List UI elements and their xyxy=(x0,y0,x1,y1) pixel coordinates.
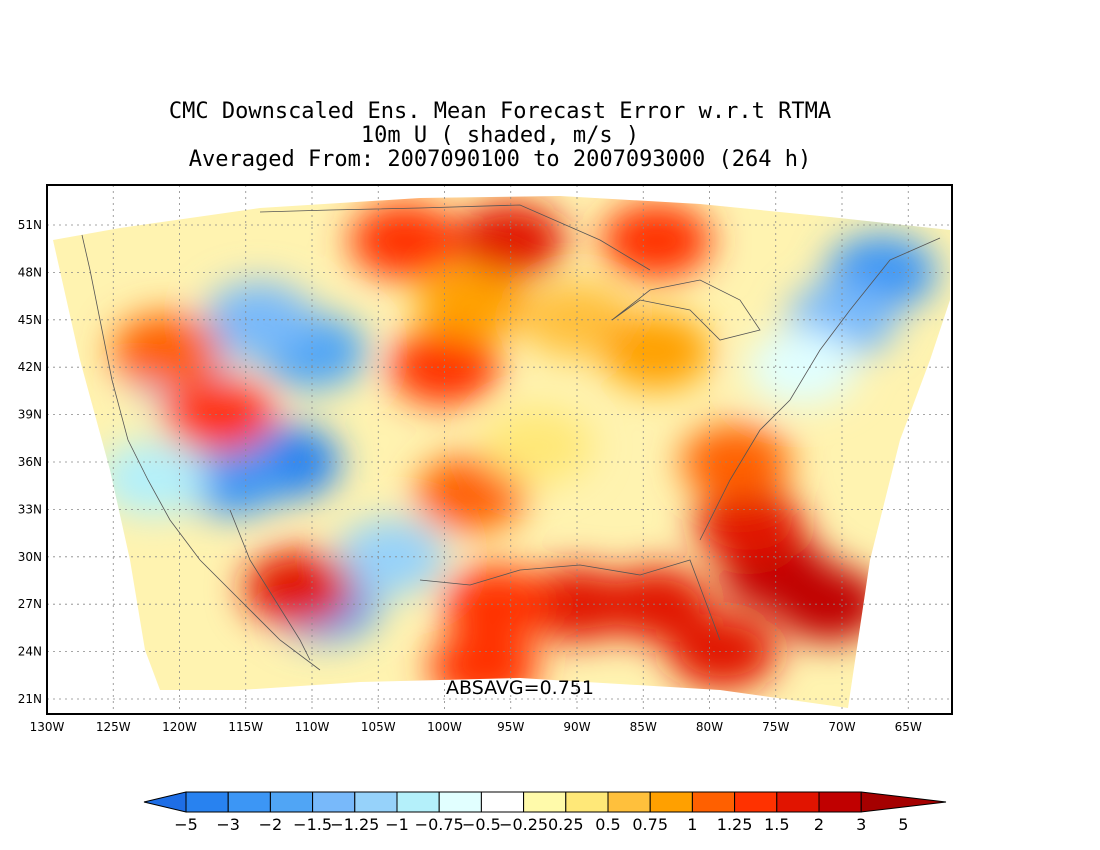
title-block: CMC Downscaled Ens. Mean Forecast Error … xyxy=(0,100,1000,172)
lat-label: 24N xyxy=(18,645,42,659)
colorbar-label: −1.5 xyxy=(293,815,332,834)
lat-label: 30N xyxy=(18,550,42,564)
field-blob-1 xyxy=(177,439,288,516)
field-blob-6 xyxy=(336,518,447,595)
field-blob-27 xyxy=(667,613,778,690)
lat-label: 48N xyxy=(18,265,42,279)
field-blob-15 xyxy=(416,266,526,342)
field-blob-7 xyxy=(98,439,208,516)
field-blob-31 xyxy=(111,313,222,390)
colorbar-label: 5 xyxy=(898,815,908,834)
field-blobs xyxy=(98,202,937,706)
colorbar-swatch-16 xyxy=(818,791,862,813)
field-blob-16 xyxy=(522,281,632,358)
colorbar-swatch-2 xyxy=(227,791,271,813)
colorbar-label: −0.75 xyxy=(415,815,464,834)
baja-coastline xyxy=(229,509,311,661)
field-blob-26 xyxy=(694,487,805,564)
colorbar-swatch-15 xyxy=(776,791,820,813)
lon-label: 105W xyxy=(361,720,396,734)
colorbar-arrow-left xyxy=(143,791,187,813)
colorbar: −5 −3 −2 −1.5−1.25 −1 −0.75−0.5−0.25 0.25 0.5 0.… xyxy=(143,791,947,834)
great-lakes-outline xyxy=(611,279,761,341)
field-blob-18 xyxy=(416,455,526,532)
field-blob-28 xyxy=(681,424,791,500)
lat-label: 39N xyxy=(18,408,42,422)
colorbar-swatch-14 xyxy=(734,791,778,813)
title-line-2: 10m U ( shaded, m/s ) xyxy=(360,123,640,148)
colorbar-label: −2 xyxy=(259,815,283,834)
colorbar-swatch-12 xyxy=(649,791,693,813)
colorbar-label: 1 xyxy=(687,815,697,834)
lat-label: 36N xyxy=(18,455,42,469)
lon-label: 75W xyxy=(762,720,789,734)
lon-label: 80W xyxy=(696,720,723,734)
colorbar-swatch-7 xyxy=(438,791,482,813)
gulf-coastline xyxy=(419,559,721,641)
field-blob-12 xyxy=(349,202,460,279)
lon-label: 115W xyxy=(228,720,263,734)
absavg-annotation: ABSAVG=0.751 xyxy=(446,677,594,699)
colorbar-swatch-1 xyxy=(185,791,229,813)
field-blob-10 xyxy=(747,329,858,406)
colorbar-swatch-11 xyxy=(607,791,651,813)
field-blob-17 xyxy=(601,313,712,390)
title-line-1: CMC Downscaled Ens. Mean Forecast Error … xyxy=(168,99,832,124)
lon-label: 130W xyxy=(30,720,65,734)
field-blob-21 xyxy=(601,566,712,643)
canada-border xyxy=(259,204,651,271)
colorbar-swatch-13 xyxy=(691,791,736,813)
colorbar-label: 1.5 xyxy=(764,815,789,834)
lon-label: 65W xyxy=(895,720,922,734)
colorbar-label: −3 xyxy=(216,815,240,834)
colorbar-label: −1 xyxy=(385,815,409,834)
colorbar-label: −1.25 xyxy=(330,815,379,834)
lon-label: 110W xyxy=(295,720,330,734)
colorbar-label: 3 xyxy=(856,815,866,834)
lon-label: 95W xyxy=(497,720,524,734)
colorbar-label: −5 xyxy=(174,815,198,834)
colorbar-swatch-3 xyxy=(269,791,314,813)
field-blob-29 xyxy=(243,550,354,627)
colorbar-label: −0.25 xyxy=(499,815,548,834)
lat-label: 33N xyxy=(18,502,42,516)
colorbar-label: 2 xyxy=(814,815,824,834)
lon-label: 85W xyxy=(630,720,657,734)
lon-label: 125W xyxy=(96,720,131,734)
lon-label: 100W xyxy=(427,720,462,734)
colorbar-label: 1.25 xyxy=(717,815,753,834)
shaded-field xyxy=(53,196,950,708)
field-blob-20 xyxy=(522,566,632,643)
pacific-coastline xyxy=(81,234,321,671)
colorbar-label: 0.5 xyxy=(595,815,620,834)
lon-label: 120W xyxy=(162,720,197,734)
colorbar-swatch-8 xyxy=(480,791,525,813)
colorbar-swatch-9 xyxy=(523,791,567,813)
lat-label: 42N xyxy=(18,360,42,374)
field-blob-19 xyxy=(482,408,593,485)
coastlines xyxy=(81,204,941,671)
title-line-3: Averaged From: 2007090100 to 2007093000 … xyxy=(188,147,812,172)
colorbar-label: 0.75 xyxy=(632,815,668,834)
colorbar-swatch-4 xyxy=(312,791,356,813)
latitude-labels: 51N 48N 45N 42N 39N 36N 33N 30N 27N 24N 21N xyxy=(18,218,42,706)
lon-label: 70W xyxy=(828,720,855,734)
plot-frame xyxy=(46,184,953,715)
field-blob-13 xyxy=(601,202,712,279)
lat-label: 21N xyxy=(18,692,42,706)
lon-label: 90W xyxy=(563,720,590,734)
colorbar-swatch-10 xyxy=(565,791,609,813)
field-blob-30 xyxy=(164,376,275,453)
lat-label: 45N xyxy=(18,313,42,327)
lat-label: 27N xyxy=(18,597,42,611)
colorbar-swatch-6 xyxy=(396,791,440,813)
lat-label: 51N xyxy=(18,218,42,232)
colorbar-swatch-5 xyxy=(354,791,398,813)
colorbar-label: 0.25 xyxy=(548,815,584,834)
atlantic-coastline xyxy=(699,237,941,541)
colorbar-arrow-right xyxy=(860,791,947,813)
colorbar-label: −0.5 xyxy=(462,815,501,834)
longitude-labels: 130W 125W 120W 115W 110W 105W 100W 95W 90W 85W 80W… xyxy=(30,720,922,734)
